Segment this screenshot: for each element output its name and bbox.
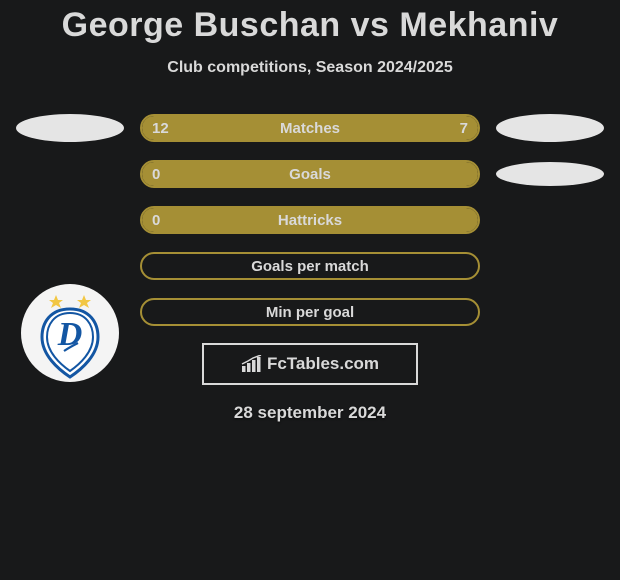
- right-player-slot: [480, 162, 620, 186]
- bar-track: 0 Goals: [140, 160, 480, 188]
- player-photo-placeholder-right: [496, 114, 604, 142]
- player-photo-placeholder-right-2: [496, 162, 604, 186]
- subtitle: Club competitions, Season 2024/2025: [0, 59, 620, 77]
- page-title: George Buschan vs Mekhaniv: [0, 0, 620, 45]
- bar-track: 0 Hattricks: [140, 206, 480, 234]
- bar-track: Goals per match: [140, 252, 480, 280]
- bar-track: 12 Matches 7: [140, 114, 480, 142]
- stat-row-gpm: Goals per match: [0, 251, 620, 281]
- chart-icon: [241, 355, 265, 373]
- right-player-slot: [480, 114, 620, 142]
- stat-label: Goals: [289, 166, 331, 183]
- player-photo-placeholder-left: [16, 114, 124, 142]
- branding-box: FcTables.com: [202, 343, 418, 385]
- left-value: 0: [152, 212, 160, 229]
- bar-track: Min per goal: [140, 298, 480, 326]
- club-badge-dynamo-icon: D: [20, 283, 120, 383]
- stat-row-goals: 0 Goals: [0, 159, 620, 189]
- stat-label: Hattricks: [278, 212, 342, 229]
- stat-label: Goals per match: [251, 258, 369, 275]
- stat-row-hattricks: 0 Hattricks: [0, 205, 620, 235]
- right-value: 7: [460, 120, 468, 137]
- left-value: 12: [152, 120, 169, 137]
- stat-row-matches: 12 Matches 7: [0, 113, 620, 143]
- stat-label: Matches: [280, 120, 340, 137]
- stat-label: Min per goal: [266, 304, 354, 321]
- comparison-chart: 12 Matches 7 0 Goals 0 Hattricks Goals: [0, 113, 620, 327]
- left-value: 0: [152, 166, 160, 183]
- branding-text: FcTables.com: [267, 354, 379, 374]
- date-text: 28 september 2024: [0, 403, 620, 423]
- left-player-slot: [0, 114, 140, 142]
- branding: FcTables.com: [241, 354, 379, 374]
